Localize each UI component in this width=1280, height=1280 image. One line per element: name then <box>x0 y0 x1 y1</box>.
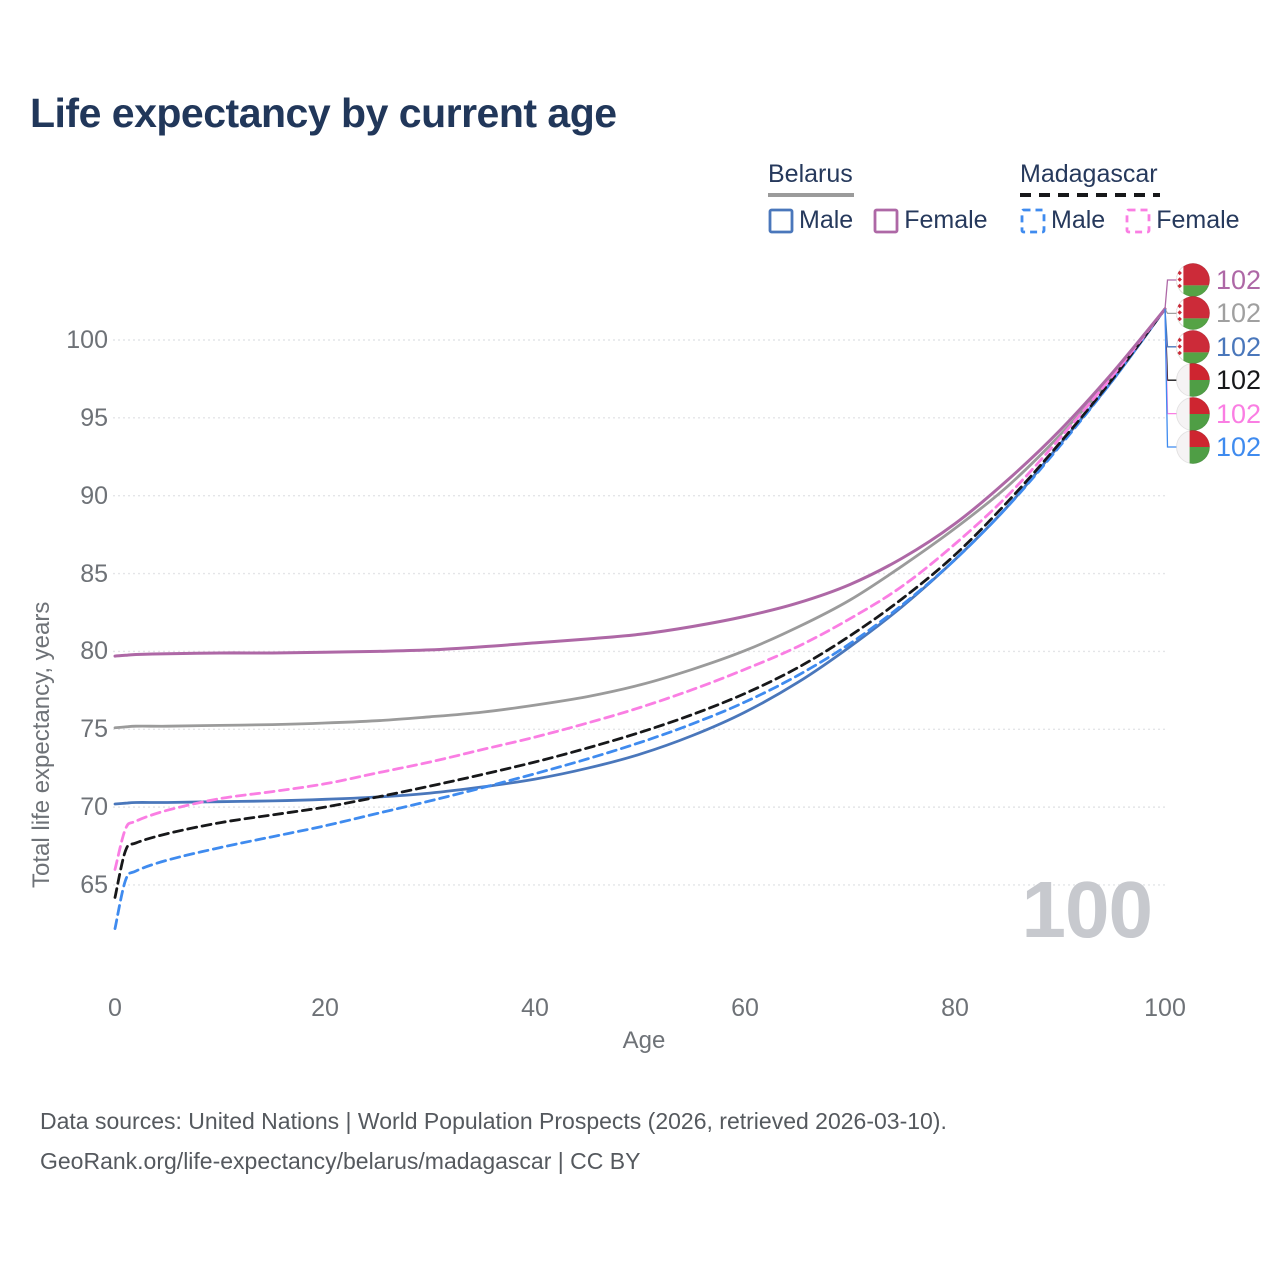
x-tick-label-40: 40 <box>521 994 549 1022</box>
legend-line-swatch-madagascar <box>1020 193 1160 197</box>
series-line-madagascar-male[interactable] <box>113 307 1167 930</box>
endpoint-connector-madagascar-male <box>1164 308 1177 448</box>
series-line-madagascar-total[interactable] <box>113 307 1167 899</box>
endpoint-row-belarus-male: 102 <box>1176 329 1262 364</box>
data-source-line2[interactable]: GeoRank.org/life-expectancy/belarus/mada… <box>40 1148 641 1174</box>
madagascar-flag-icon <box>1176 396 1210 431</box>
legend-item-label: Female <box>904 206 988 234</box>
endpoint-row-madagascar-total: 102 <box>1176 363 1262 398</box>
page-title: Life expectancy by current age <box>30 90 617 136</box>
y-tick-label-70: 70 <box>80 793 108 822</box>
x-axis-title: Age <box>622 1027 666 1054</box>
y-tick-label-100: 100 <box>66 326 108 354</box>
legend-item-label: Male <box>1051 206 1106 234</box>
endpoint-row-madagascar-male: 102 <box>1176 430 1261 464</box>
endpoint-row-belarus-total: 102 <box>1176 296 1262 331</box>
x-tick-label-80: 80 <box>941 994 969 1022</box>
legend-item-belarus-male[interactable]: Male <box>768 206 853 235</box>
series-line-belarus-female[interactable] <box>113 307 1167 658</box>
legend-line-swatch-belarus <box>768 193 854 197</box>
x-tick-label-60: 60 <box>731 994 759 1022</box>
x-tick-label-20: 20 <box>311 994 339 1022</box>
belarus-flag-icon <box>1176 296 1210 331</box>
endpoint-row-madagascar-female: 102 <box>1176 396 1262 431</box>
endpoint-value: 102 <box>1216 298 1262 329</box>
legend-item-madagascar-male[interactable]: Male <box>1020 206 1105 235</box>
endpoint-value: 102 <box>1216 265 1262 295</box>
endpoint-connector-belarus-female <box>1164 279 1177 310</box>
legend-item-belarus-female[interactable]: Female <box>873 206 988 235</box>
madagascar-female-swatch-icon <box>1125 208 1151 233</box>
madagascar-flag-icon <box>1176 430 1210 464</box>
y-tick-label-75: 75 <box>80 715 108 744</box>
y-tick-label-65: 65 <box>80 870 108 899</box>
series-line-belarus-total[interactable] <box>113 307 1167 730</box>
endpoint-value: 102 <box>1216 432 1262 462</box>
belarus-female-swatch-icon <box>873 208 899 233</box>
data-source-line1: Data sources: United Nations | World Pop… <box>40 1108 947 1134</box>
endpoint-value: 102 <box>1216 331 1262 362</box>
legend-item-madagascar-female[interactable]: Female <box>1125 206 1240 235</box>
endpoint-connector-belarus-total <box>1164 308 1177 315</box>
x-tick-label-0: 0 <box>108 994 122 1022</box>
madagascar-male-swatch-icon <box>1020 208 1046 233</box>
belarus-flag-icon <box>1176 263 1210 297</box>
legend-group-madagascar: Madagascar Male Female <box>1020 160 1240 235</box>
y-tick-label-80: 80 <box>80 637 108 666</box>
y-tick-label-95: 95 <box>80 403 108 432</box>
endpoint-value: 102 <box>1216 398 1262 429</box>
x-tick-label-100: 100 <box>1144 994 1186 1022</box>
legend-country-belarus[interactable]: Belarus <box>768 160 853 188</box>
belarus-male-swatch-icon <box>768 208 794 233</box>
legend-group-belarus: Belarus Male Female <box>768 160 988 235</box>
age-watermark: 100 <box>1021 865 1153 954</box>
legend-item-label: Male <box>799 206 854 234</box>
endpoint-value: 102 <box>1216 365 1262 396</box>
y-axis-title: Total life expectancy, years <box>28 601 55 888</box>
y-tick-label-85: 85 <box>80 559 108 588</box>
endpoint-row-belarus-female: 102 <box>1176 263 1261 297</box>
legend-country-madagascar[interactable]: Madagascar <box>1020 160 1158 188</box>
legend-item-label: Female <box>1156 206 1240 234</box>
y-tick-label-90: 90 <box>80 481 108 510</box>
series-line-madagascar-female[interactable] <box>113 307 1167 871</box>
madagascar-flag-icon <box>1176 363 1210 398</box>
belarus-flag-icon <box>1176 329 1210 364</box>
